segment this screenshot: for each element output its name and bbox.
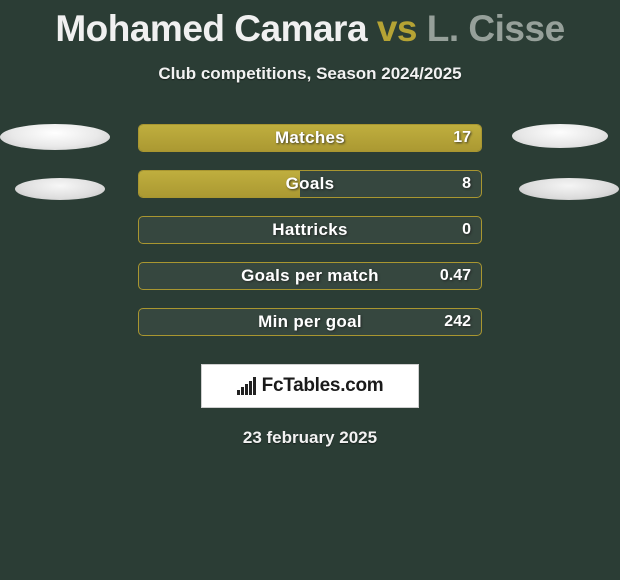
snapshot-date: 23 february 2025 [243, 428, 377, 448]
stat-bar-label: Hattricks [139, 220, 481, 240]
stat-bar-value: 242 [444, 313, 471, 331]
site-badge-text: FcTables.com [262, 375, 384, 397]
stat-bar-label: Goals [139, 174, 481, 194]
placeholder-blob [0, 124, 110, 150]
placeholder-blob [512, 124, 608, 148]
vs-separator: vs [377, 8, 417, 49]
comparison-card: Mohamed Camara vs L. Cisse Club competit… [0, 0, 620, 448]
stat-bar: Hattricks0 [138, 216, 482, 244]
stat-bar-value: 0 [462, 221, 471, 239]
placeholder-blob [519, 178, 619, 200]
placeholder-blob [15, 178, 105, 200]
stat-bars: Matches17 Goals8 Hattricks0 Goals per match… [120, 124, 500, 336]
right-avatar-column [500, 124, 620, 200]
stat-bar-label: Matches [139, 128, 481, 148]
body-row: Matches17 Goals8 Hattricks0 Goals per match… [0, 124, 620, 336]
site-badge: FcTables.com [201, 364, 419, 408]
stat-bar-label: Min per goal [139, 312, 481, 332]
stat-bar-value: 8 [462, 175, 471, 193]
stat-bar-label: Goals per match [139, 266, 481, 286]
stat-bar: Min per goal242 [138, 308, 482, 336]
page-title: Mohamed Camara vs L. Cisse [55, 8, 564, 50]
subtitle: Club competitions, Season 2024/2025 [158, 64, 461, 84]
stat-bar: Goals8 [138, 170, 482, 198]
player1-name: Mohamed Camara [55, 8, 367, 49]
stat-bar-value: 0.47 [440, 267, 471, 285]
stat-bar-value: 17 [453, 129, 471, 147]
bar-chart-icon [237, 377, 256, 395]
stat-bar: Goals per match0.47 [138, 262, 482, 290]
stat-bar: Matches17 [138, 124, 482, 152]
left-avatar-column [0, 124, 120, 200]
player2-name: L. Cisse [427, 8, 565, 49]
